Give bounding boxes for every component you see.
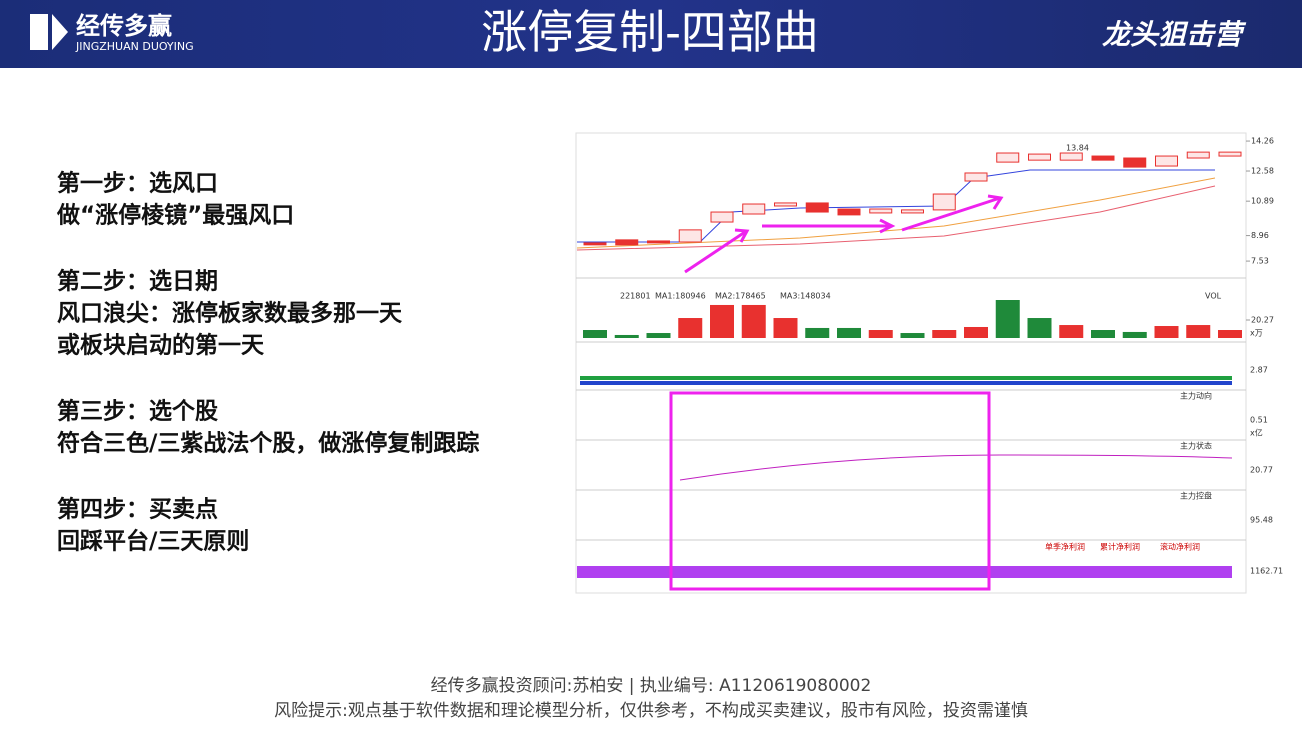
panel-label: x亿 <box>1250 428 1263 438</box>
panel-label: 主力动向 <box>1180 391 1212 401</box>
volume-bar <box>1154 326 1179 338</box>
y-tick-label: 8.96 <box>1251 231 1269 240</box>
y-tick-label: 14.26 <box>1251 137 1274 146</box>
volume-bar <box>773 318 798 338</box>
y-tick-label: 20.27 <box>1251 316 1274 325</box>
chart-label: 13.84 <box>1066 144 1089 153</box>
logo-mark <box>30 14 68 50</box>
volume-bar <box>995 300 1020 338</box>
arrow <box>684 228 750 274</box>
profit-bar <box>577 566 1232 578</box>
candle <box>996 152 1020 163</box>
ma-line <box>577 169 1215 243</box>
volume-bar <box>1027 318 1052 338</box>
chart-label: x万 <box>1250 329 1263 338</box>
volume-bar <box>583 330 607 338</box>
candle <box>583 242 607 246</box>
candle <box>932 193 956 211</box>
volume-bar <box>837 327 861 338</box>
advisor: 经传多赢投资顾问:苏柏安 | 执业编号: A1120619080002 <box>431 676 872 696</box>
panel-label: 主力状态 <box>1180 441 1212 451</box>
candle <box>1218 151 1242 157</box>
logo: 经传多赢 <box>76 12 172 40</box>
candle <box>869 208 893 214</box>
stock-chart: 14.26 12.58 10.89 8.96 7.53 13.84 20.27 221801 M… <box>575 132 1283 594</box>
step-line: 风口浪尖：涨停板家数最多那一天 <box>57 300 403 327</box>
step-title: 第二步：选日期 <box>57 268 218 295</box>
y-tick-label: 7.53 <box>1251 257 1269 266</box>
step-title: 第四步：买卖点 <box>57 496 218 523</box>
arrow <box>762 218 896 234</box>
volume-bar <box>1186 325 1211 338</box>
candle <box>901 209 924 214</box>
candle <box>805 202 829 213</box>
panel-label: 累计净利润 <box>1100 542 1140 552</box>
y-tick-label: 10.89 <box>1251 197 1274 206</box>
candle <box>1091 155 1115 161</box>
volume-bar <box>1091 330 1115 338</box>
candle <box>1059 152 1083 161</box>
volume-bar <box>614 334 639 338</box>
volume-bar <box>868 330 893 338</box>
chart-label: MA1:180946 <box>655 292 706 301</box>
candle <box>964 172 988 182</box>
brand: 龙头狙击营 <box>1102 18 1247 51</box>
volume-bar <box>646 333 671 338</box>
panel-label: 0.51 <box>1250 416 1268 425</box>
slide-title: 涨停复制-四部曲 <box>481 5 819 59</box>
candle <box>837 208 861 216</box>
chart-label: VOL <box>1205 292 1222 301</box>
header-band <box>0 0 1302 68</box>
candle <box>1123 157 1147 168</box>
y-tick-label: 12.58 <box>1251 167 1274 176</box>
chart-label: MA2:178465 <box>715 292 766 301</box>
panel-label: 主力控盘 <box>1180 491 1212 501</box>
step-title: 第三步：选个股 <box>57 398 218 425</box>
candle <box>710 211 734 223</box>
logo-sub: JINGZHUAN DUOYING <box>75 40 194 53</box>
step-line: 回踩平台/三天原则 <box>57 528 249 555</box>
indicator-line <box>679 454 1233 481</box>
step-line: 做“涨停棱镜”最强风口 <box>56 202 294 229</box>
volume-bar <box>1218 330 1242 338</box>
candle <box>742 203 766 215</box>
volume-bar <box>1059 325 1084 338</box>
volume-bar <box>964 326 988 338</box>
volume-bar <box>1122 331 1147 338</box>
panel-label: 95.48 <box>1250 516 1273 525</box>
step-line: 或板块启动的第一天 <box>57 332 265 359</box>
candle <box>1028 153 1051 161</box>
chart-label: MA3:148034 <box>780 292 831 301</box>
panel-label: 滚动净利润 <box>1160 542 1200 552</box>
candle <box>774 202 797 207</box>
volume-bar <box>932 330 957 338</box>
panel-label: 20.77 <box>1250 466 1273 475</box>
candle <box>678 229 702 243</box>
risk-note: 风险提示:观点基于软件数据和理论模型分析，仅供参考，不构成买卖建议，股市有风险，… <box>274 701 1028 721</box>
panel-label: 2.87 <box>1250 366 1268 375</box>
steps: 第一步：选风口做“涨停棱镜”最强风口第二步：选日期风口浪尖：涨停板家数最多那一天… <box>56 170 479 555</box>
candle <box>1155 155 1178 167</box>
candle <box>615 239 639 246</box>
candle <box>647 240 670 244</box>
volume-bar <box>710 304 734 338</box>
arrow <box>901 194 1004 232</box>
highlight-box <box>669 391 991 591</box>
volume-bar <box>678 318 703 338</box>
ma-line <box>576 177 1216 249</box>
candle <box>1186 151 1210 159</box>
volume-bar <box>805 327 830 338</box>
step-line: 符合三色/三紫战法个股，做涨停复制跟踪 <box>57 430 479 457</box>
chart-label: 221801 <box>620 292 651 301</box>
panel-label: 单季净利润 <box>1045 542 1085 552</box>
panel-label: 1162.71 <box>1250 567 1283 576</box>
step-title: 第一步：选风口 <box>57 170 218 197</box>
volume-bar <box>900 333 925 338</box>
volume-bar <box>741 304 766 338</box>
